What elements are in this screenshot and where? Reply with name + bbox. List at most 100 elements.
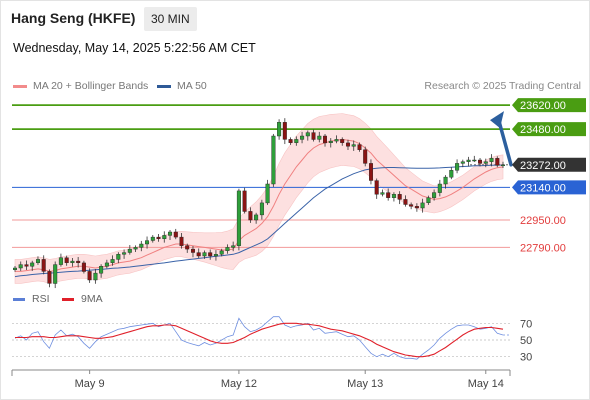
candle (248, 207, 253, 223)
price-tag-label: 22790.00 (520, 242, 566, 254)
price-tag-label: 22950.00 (520, 215, 566, 227)
candle (432, 189, 437, 201)
candle (24, 260, 29, 271)
candle (495, 156, 500, 168)
candle (443, 175, 448, 189)
candle (300, 131, 305, 144)
price-levels (12, 104, 512, 248)
moving-averages (14, 138, 504, 278)
candle (213, 250, 218, 261)
forecast-arrow (490, 111, 513, 167)
candle (58, 253, 63, 267)
candle (363, 146, 368, 167)
candle (116, 252, 121, 264)
price-tags: 23620.00 23480.00 23272.00 23140.00 22950.00… (512, 98, 586, 254)
candle (144, 236, 149, 249)
candle (472, 155, 477, 163)
rsi-tick-label: 50 (520, 335, 532, 347)
forecast-arrow-shaft (497, 119, 513, 167)
candles (12, 118, 506, 289)
time-axis-label: May 13 (347, 378, 383, 390)
candle (236, 188, 241, 251)
price-tag-label: 23620.00 (520, 100, 566, 112)
candle (190, 246, 195, 258)
candle (271, 133, 276, 187)
price-tag-2: 23272.00 (512, 157, 586, 172)
legend-ma20: MA 20 + Bollinger Bands (13, 80, 148, 92)
candle (179, 233, 184, 249)
candle (18, 261, 23, 271)
candle (483, 158, 488, 168)
candle (340, 137, 345, 146)
copyright-text: Research © 2025 Trading Central (424, 80, 581, 92)
rsi-series-rsi (14, 316, 504, 360)
candle (225, 244, 230, 254)
time-axis: May 9 May 12 May 13 May 14 (11, 369, 511, 390)
candle (254, 212, 259, 224)
rsi-tick-label: 70 (520, 318, 532, 330)
candle (133, 245, 138, 253)
instrument-title: Hang Seng (HKFE) (11, 10, 136, 26)
candle (282, 118, 287, 145)
candle (449, 167, 454, 180)
candle (386, 188, 391, 201)
legend-ma50: MA 50 (157, 80, 207, 92)
candle (317, 131, 322, 143)
candle (173, 228, 178, 240)
candle (323, 133, 328, 147)
candle (76, 257, 81, 268)
candle (334, 135, 339, 144)
candle (30, 260, 35, 271)
candle (397, 191, 402, 205)
candle (455, 159, 460, 174)
candle (219, 248, 224, 257)
candle (489, 154, 494, 167)
legend-9ma-label: 9MA (81, 293, 103, 305)
candle (311, 129, 316, 142)
candle (357, 142, 362, 152)
candle (167, 229, 172, 241)
price-tag-5: 22790.00 (520, 242, 566, 254)
price-tag-4: 22950.00 (520, 215, 566, 227)
bollinger-band-area (14, 113, 504, 284)
candle (53, 261, 58, 289)
candle (466, 156, 471, 167)
candle (265, 179, 270, 205)
price-tag-label: 23272.00 (520, 160, 566, 172)
candle (242, 187, 247, 214)
candle (426, 195, 431, 205)
legend-rsi-swatch (13, 297, 25, 301)
rsi-series-9ma (15, 322, 504, 358)
rsi-tick-label: 30 (520, 352, 532, 364)
candle (478, 157, 483, 167)
candle (351, 140, 356, 151)
time-axis-label: May 12 (221, 378, 257, 390)
candle (110, 255, 115, 266)
candle (437, 179, 442, 197)
candle (288, 137, 293, 145)
legend-9ma-swatch (62, 297, 74, 301)
candle (202, 250, 207, 259)
candle (328, 138, 333, 148)
interval-selector[interactable]: 30 MIN (144, 7, 197, 31)
candle (346, 139, 351, 151)
candle (294, 136, 299, 146)
candle (501, 161, 506, 169)
price-tag-1: 23480.00 (512, 122, 586, 137)
ma20-line (15, 138, 504, 272)
candle (185, 243, 190, 253)
legend-9ma: 9MA (62, 293, 103, 305)
legend-ma20-label: MA 20 + Bollinger Bands (33, 80, 149, 92)
candle (460, 159, 465, 168)
candle (150, 235, 155, 243)
candle (64, 255, 69, 266)
candle (391, 192, 396, 202)
candle (277, 119, 282, 140)
price-tag-0: 23620.00 (512, 98, 586, 113)
price-tag-3: 23140.00 (512, 180, 586, 195)
legend-ma50-label: MA 50 (177, 80, 207, 92)
candle (99, 264, 104, 278)
candle (231, 241, 236, 252)
candle (93, 269, 98, 284)
